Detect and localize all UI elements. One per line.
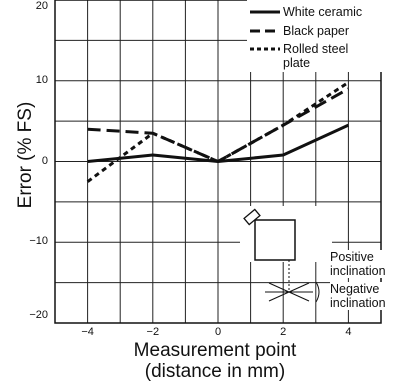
x-tick-label: −2	[146, 326, 160, 338]
y-tick-label: 10	[35, 73, 48, 86]
plot-frame	[54, 0, 382, 324]
inset-negative-line-2: inclination	[330, 296, 386, 310]
axes	[54, 0, 382, 324]
x-tick-label: 2	[280, 326, 287, 338]
sensor-head	[243, 208, 261, 226]
sensor-box	[254, 219, 296, 261]
inset-positive-line-2: inclination	[330, 264, 386, 278]
x-axis-label-line-2: (distance in mm)	[144, 361, 286, 382]
inset-positive-line-1: Positive	[330, 250, 374, 264]
y-tick-label: 0	[41, 154, 48, 167]
sensor-inset-diagram	[240, 206, 332, 303]
y-axis-label: Error (% FS)	[15, 101, 36, 209]
legend-label-rolled-steel: Rolled steel	[283, 42, 349, 56]
legend-label-plate: plate	[283, 56, 311, 70]
y-tick-label: −10	[29, 235, 48, 248]
y-tick-label: −20	[29, 309, 48, 321]
legend-label-black-paper: Black paper	[283, 24, 350, 38]
x-tick-label: 4	[345, 326, 352, 338]
series-group	[86, 81, 350, 183]
y-tick-label: 20	[35, 0, 48, 12]
target-tilt-negative	[268, 282, 310, 302]
inset-negative-line-1: Negative	[330, 282, 380, 296]
inset-positive-label: Positive inclination	[330, 250, 386, 278]
series-line-black-paper	[87, 87, 350, 163]
inset-negative-label: Negative inclination	[330, 282, 386, 310]
x-axis-label-line-1: Measurement point	[133, 340, 297, 361]
x-tick-label: 0	[214, 326, 222, 338]
inclination-arc	[315, 281, 320, 303]
legend-label-white-ceramic: White ceramic	[283, 5, 363, 19]
series-line-rolled-steel-plate	[86, 81, 350, 183]
x-tick-label: −4	[81, 326, 94, 338]
